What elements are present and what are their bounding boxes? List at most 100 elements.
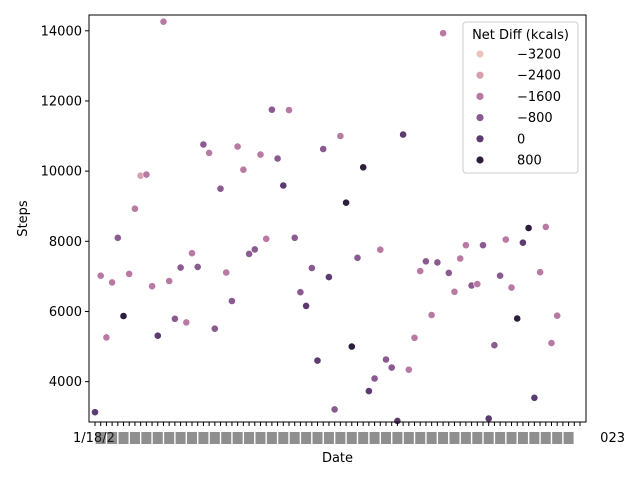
x-tick-label-overlap xyxy=(278,432,289,444)
data-point xyxy=(273,154,282,163)
data-point xyxy=(227,297,236,305)
x-tick-label-overlap xyxy=(506,432,517,444)
data-point xyxy=(342,198,350,207)
data-point xyxy=(456,254,465,263)
data-point xyxy=(307,264,316,272)
legend-marker xyxy=(476,156,484,164)
legend-label: −2400 xyxy=(517,69,561,84)
data-point xyxy=(142,170,151,179)
legend-marker xyxy=(476,135,484,143)
data-point xyxy=(296,288,305,297)
data-point xyxy=(513,314,522,323)
data-point xyxy=(347,342,356,351)
x-tick-label-overlap xyxy=(129,432,140,444)
data-point xyxy=(496,271,504,280)
data-point xyxy=(439,29,447,38)
legend-label: −1600 xyxy=(517,90,561,105)
data-point xyxy=(324,273,333,281)
x-tick-label-overlap xyxy=(164,432,175,444)
x-tick-label-overlap xyxy=(483,432,494,444)
data-point xyxy=(507,283,516,292)
data-point xyxy=(205,148,213,157)
legend-marker xyxy=(476,92,484,100)
data-point xyxy=(96,271,105,280)
x-tick-label-overlap xyxy=(552,432,563,444)
y-tick-label: 8000 xyxy=(49,235,82,250)
legend-marker xyxy=(476,114,484,122)
x-tick-label-overlap xyxy=(107,432,118,444)
data-point xyxy=(153,331,162,340)
x-tick-label-overlap xyxy=(301,432,312,444)
data-point xyxy=(102,333,111,342)
data-point xyxy=(91,408,99,417)
x-tick-label-overlap xyxy=(118,432,129,444)
data-point xyxy=(410,333,419,342)
data-point xyxy=(188,249,196,258)
y-axis-ticks: 4000 6000 8000 10000 12000 14000 xyxy=(41,24,89,390)
legend-entries: −3200 −2400 −1600 −800 0 800 xyxy=(476,48,561,169)
data-point xyxy=(330,405,339,414)
x-tick-label-overlap xyxy=(323,432,334,444)
data-point xyxy=(148,282,156,291)
data-point xyxy=(547,339,556,347)
x-tick-label-overlap xyxy=(472,432,483,444)
data-point xyxy=(199,140,208,149)
data-point xyxy=(421,257,430,266)
legend-label: 800 xyxy=(517,154,542,169)
x-tick-label-overlap xyxy=(152,432,163,444)
y-tick-label: 12000 xyxy=(41,94,82,109)
data-point xyxy=(353,253,362,262)
x-tick-label-overlap xyxy=(95,432,106,444)
x-tick-label-overlap xyxy=(346,432,357,444)
legend-marker xyxy=(476,71,484,79)
x-axis-ticks: 1/18/2 023 xyxy=(73,422,625,446)
x-tick-label-overlap xyxy=(563,432,574,444)
data-point xyxy=(182,318,191,327)
data-point xyxy=(130,204,139,213)
y-tick-label: 14000 xyxy=(41,24,82,39)
x-axis-label: Date xyxy=(322,451,353,466)
x-tick-label-overlap xyxy=(381,432,391,444)
data-point xyxy=(427,311,436,319)
data-point xyxy=(113,233,122,242)
x-tick-label-last: 023 xyxy=(600,431,625,446)
data-point xyxy=(285,106,293,114)
x-tick-label-overlap xyxy=(221,432,232,444)
x-tick-label-overlap xyxy=(426,432,437,444)
x-tick-label-overlap xyxy=(460,432,471,444)
data-point xyxy=(319,145,328,153)
x-tick-label-overlap xyxy=(529,432,540,444)
data-point xyxy=(524,224,533,232)
data-point xyxy=(216,184,225,193)
data-point xyxy=(279,181,288,190)
data-point xyxy=(461,241,470,250)
x-tick-label-overlap xyxy=(141,432,152,444)
x-tick-label-overlap xyxy=(232,432,243,444)
data-point xyxy=(519,238,527,247)
x-tick-label-overlap xyxy=(495,432,506,444)
data-point xyxy=(245,249,253,258)
data-point xyxy=(490,341,499,350)
legend-label: 0 xyxy=(517,132,525,147)
data-point xyxy=(290,233,299,242)
x-tick-label-overlap xyxy=(392,432,403,444)
data-point xyxy=(404,365,413,374)
data-point xyxy=(433,258,442,267)
x-tick-label-overlap xyxy=(312,432,323,444)
data-point xyxy=(530,393,539,402)
data-point xyxy=(210,324,219,333)
x-tick-label-overlap xyxy=(369,432,380,444)
x-tick-label-overlap xyxy=(289,432,300,444)
x-tick-label-overlap xyxy=(449,432,460,444)
data-point xyxy=(233,142,242,151)
data-point xyxy=(302,301,310,310)
x-tick-label-overlap xyxy=(244,432,255,444)
data-point xyxy=(364,387,373,395)
data-point xyxy=(541,222,550,231)
legend-label: −800 xyxy=(517,111,553,126)
data-point xyxy=(108,278,116,287)
data-point xyxy=(176,263,185,272)
data-point xyxy=(119,312,128,320)
data-point xyxy=(239,165,248,174)
